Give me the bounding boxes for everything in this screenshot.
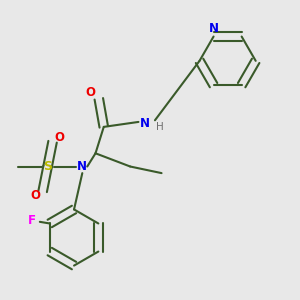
Text: N: N (77, 160, 87, 173)
Text: O: O (30, 189, 40, 202)
Text: O: O (85, 86, 96, 99)
Text: N: N (208, 22, 219, 35)
Text: H: H (156, 122, 164, 132)
Text: N: N (140, 117, 150, 130)
Text: O: O (55, 131, 65, 144)
Text: S: S (43, 160, 52, 173)
Text: F: F (28, 214, 36, 227)
